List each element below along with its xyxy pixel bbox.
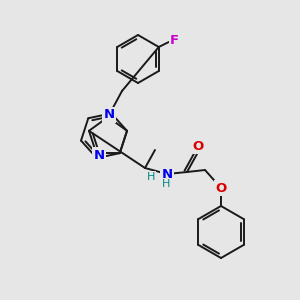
- Text: F: F: [170, 34, 179, 46]
- Text: N: N: [103, 109, 115, 122]
- Text: H: H: [162, 179, 170, 189]
- Text: O: O: [192, 140, 204, 152]
- Text: H: H: [147, 172, 155, 182]
- Text: N: N: [161, 167, 172, 181]
- Text: O: O: [215, 182, 226, 194]
- Text: N: N: [94, 149, 105, 162]
